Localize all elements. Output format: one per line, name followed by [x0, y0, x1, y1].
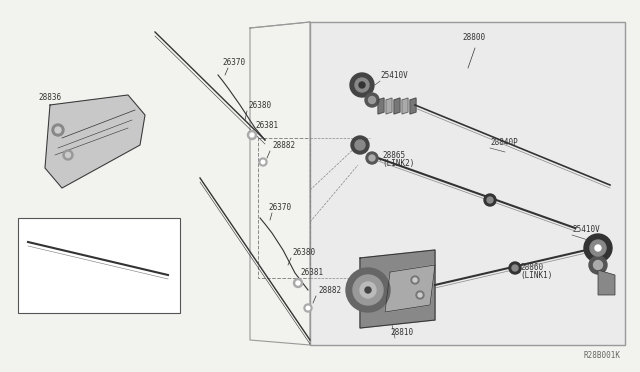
Circle shape [355, 78, 369, 92]
Circle shape [369, 155, 375, 161]
Text: 25410V: 25410V [572, 225, 600, 234]
Bar [18, 218, 180, 313]
Circle shape [590, 240, 606, 256]
Text: (LINK1): (LINK1) [520, 271, 552, 280]
Circle shape [365, 93, 379, 107]
Circle shape [584, 234, 612, 262]
Circle shape [418, 293, 422, 297]
Circle shape [359, 82, 365, 88]
Circle shape [346, 268, 390, 312]
Circle shape [369, 96, 376, 103]
Text: 28800: 28800 [462, 33, 485, 42]
Circle shape [484, 194, 496, 206]
Text: 28840P: 28840P [490, 138, 518, 147]
Polygon shape [310, 22, 625, 345]
Circle shape [589, 256, 607, 274]
Text: 26381: 26381 [255, 121, 278, 130]
Circle shape [512, 265, 518, 271]
Polygon shape [394, 98, 400, 114]
Text: 26370: 26370 [222, 58, 245, 67]
Text: 28860: 28860 [520, 263, 543, 272]
Circle shape [365, 287, 371, 293]
Text: 26381: 26381 [300, 268, 323, 277]
Circle shape [304, 304, 312, 312]
Circle shape [366, 152, 378, 164]
Circle shape [353, 275, 383, 305]
Circle shape [52, 124, 64, 136]
Circle shape [296, 281, 300, 285]
Text: WIPER BLADE REFILLS: WIPER BLADE REFILLS [28, 295, 104, 301]
Circle shape [250, 133, 254, 137]
Text: R28B001K: R28B001K [583, 351, 620, 360]
Circle shape [248, 131, 257, 140]
Text: 28882: 28882 [272, 141, 295, 150]
Text: (LINK2): (LINK2) [382, 159, 414, 168]
Circle shape [355, 140, 365, 150]
Circle shape [351, 136, 369, 154]
Circle shape [306, 306, 310, 310]
Polygon shape [360, 250, 435, 328]
Circle shape [416, 291, 424, 299]
Text: 28865: 28865 [382, 151, 405, 160]
Polygon shape [598, 270, 615, 295]
Polygon shape [45, 95, 145, 188]
Circle shape [413, 278, 417, 282]
Circle shape [65, 153, 70, 157]
Circle shape [595, 245, 601, 251]
Text: 26373M: 26373M [90, 263, 115, 269]
Polygon shape [378, 98, 384, 114]
Circle shape [55, 127, 61, 133]
Circle shape [487, 197, 493, 203]
Circle shape [63, 150, 73, 160]
Text: 26370: 26370 [268, 203, 291, 212]
Circle shape [509, 262, 521, 274]
Circle shape [259, 158, 267, 166]
Polygon shape [386, 98, 392, 114]
Text: 25410V: 25410V [380, 71, 408, 80]
Text: 28882: 28882 [318, 286, 341, 295]
Polygon shape [385, 265, 435, 312]
Text: 26380: 26380 [248, 101, 271, 110]
Circle shape [593, 260, 602, 269]
Text: 28810: 28810 [390, 328, 413, 337]
Text: 28836: 28836 [38, 93, 61, 102]
Polygon shape [410, 98, 416, 114]
Circle shape [411, 276, 419, 284]
Circle shape [294, 279, 303, 288]
Circle shape [360, 282, 376, 298]
Text: 26380: 26380 [292, 248, 315, 257]
Circle shape [261, 160, 265, 164]
Polygon shape [402, 98, 408, 114]
Circle shape [350, 73, 374, 97]
